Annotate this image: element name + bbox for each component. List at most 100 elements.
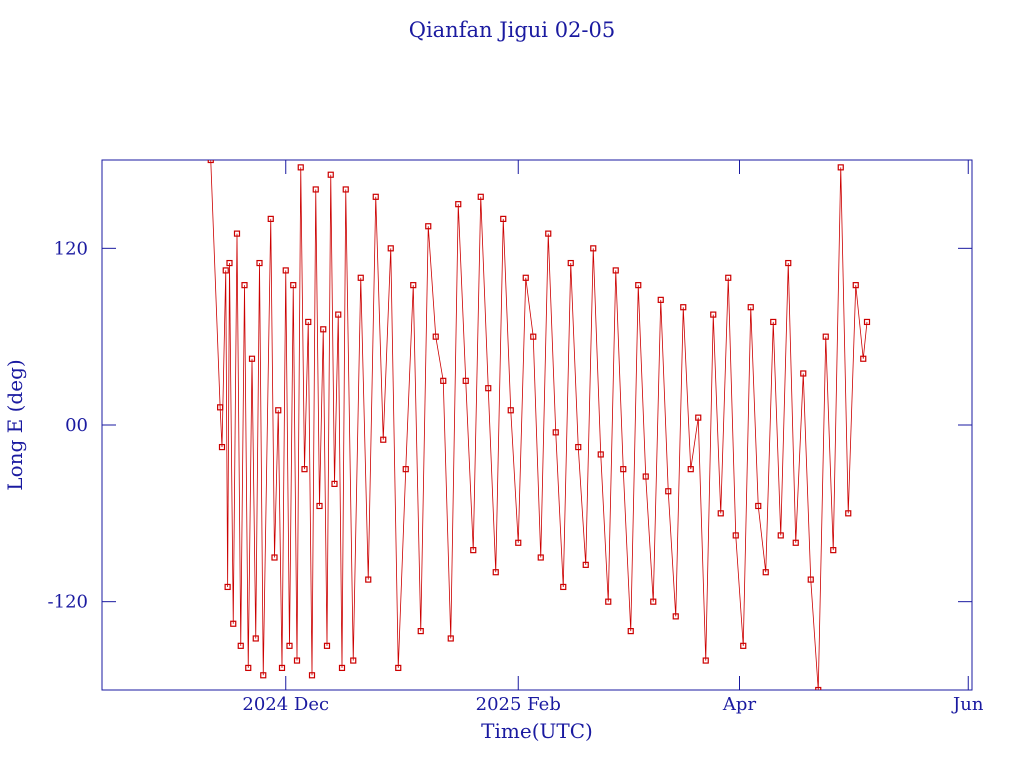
data-point: [657, 296, 664, 303]
data-point: [338, 664, 346, 672]
data-point: [470, 547, 477, 554]
y-tick-label: -120: [48, 592, 88, 613]
x-tick-label: 2024 Dec: [242, 694, 329, 715]
plot-frame: [101, 159, 973, 691]
data-point: [301, 466, 308, 473]
data-point: [770, 318, 777, 326]
data-point: [582, 561, 589, 568]
data-point: [286, 642, 293, 649]
data-point: [462, 377, 469, 384]
data-point: [455, 201, 462, 208]
data-point: [710, 311, 717, 318]
data-point: [605, 598, 612, 605]
data-point: [485, 385, 492, 392]
data-point: [327, 171, 334, 178]
data-point: [863, 318, 871, 326]
data-point: [218, 443, 226, 451]
data-point: [293, 657, 301, 664]
data-point: [282, 267, 289, 274]
y-tick-label: 00: [65, 415, 88, 436]
data-point: [241, 282, 248, 289]
data-point: [635, 282, 642, 289]
data-point: [837, 164, 844, 171]
data-point: [860, 355, 867, 362]
data-point: [331, 480, 338, 487]
data-point: [323, 642, 331, 649]
data-point: [365, 576, 372, 583]
data-point: [410, 282, 417, 289]
data-point: [256, 259, 263, 267]
data-point: [226, 259, 233, 267]
data-point: [680, 304, 687, 311]
data-point: [785, 259, 792, 267]
data-point: [762, 569, 769, 576]
data-point: [380, 436, 387, 443]
data-point: [308, 672, 316, 679]
data-point: [432, 333, 439, 340]
data-point: [530, 333, 537, 340]
data-point: [612, 267, 619, 274]
data-point: [822, 333, 829, 340]
data-point: [357, 274, 364, 281]
data-point: [672, 613, 679, 620]
data-point: [233, 230, 241, 237]
data-point: [492, 569, 499, 576]
data-point: [342, 186, 349, 193]
data-point: [515, 539, 522, 546]
data-point: [597, 451, 604, 458]
data-point: [732, 532, 739, 539]
data-point: [695, 414, 702, 421]
data-point: [290, 282, 297, 289]
data-point: [800, 370, 807, 377]
data-point: [807, 576, 814, 583]
data-point: [312, 186, 319, 193]
data-point: [507, 407, 514, 414]
data-point: [590, 245, 597, 252]
data-point: [402, 466, 409, 473]
data-point: [702, 657, 709, 664]
data-point: [665, 488, 672, 495]
data-point: [335, 311, 342, 318]
data-point: [230, 620, 237, 627]
data-point: [477, 193, 484, 200]
data-point: [278, 664, 286, 672]
data-point: [252, 635, 259, 642]
series-line: [210, 160, 868, 690]
data-point: [830, 547, 837, 554]
data-point: [627, 628, 634, 635]
data-point: [417, 628, 424, 635]
data-point: [740, 642, 747, 649]
data-point: [852, 282, 859, 289]
data-point: [537, 554, 544, 561]
data-point: [222, 267, 229, 274]
data-point: [545, 230, 552, 237]
data-point: [845, 510, 852, 517]
data-point: [725, 274, 732, 281]
data-point: [440, 377, 447, 384]
data-point: [500, 215, 507, 222]
data-point: [567, 259, 574, 267]
y-tick-label: 120: [54, 238, 88, 259]
data-point: [425, 223, 432, 230]
data-point: [316, 502, 323, 510]
data-point: [305, 318, 312, 326]
data-point: [350, 657, 357, 664]
y-axis-label: Long E (deg): [3, 359, 27, 490]
chart-title: Qianfan Jigui 02-05: [409, 18, 616, 42]
x-tick-label: Apr: [722, 694, 757, 715]
data-point: [522, 274, 529, 281]
data-point: [275, 407, 282, 414]
data-point: [642, 473, 649, 480]
data-point: [248, 355, 256, 362]
data-point: [447, 635, 454, 642]
data-point: [815, 686, 822, 690]
data-point: [717, 510, 724, 517]
x-tick-label: 2025 Feb: [476, 694, 561, 715]
data-point: [755, 502, 762, 510]
data-point: [224, 583, 231, 591]
data-point: [207, 160, 214, 164]
x-axis-label: Time(UTC): [481, 719, 593, 743]
data-point: [387, 245, 394, 252]
data-point: [267, 215, 274, 222]
